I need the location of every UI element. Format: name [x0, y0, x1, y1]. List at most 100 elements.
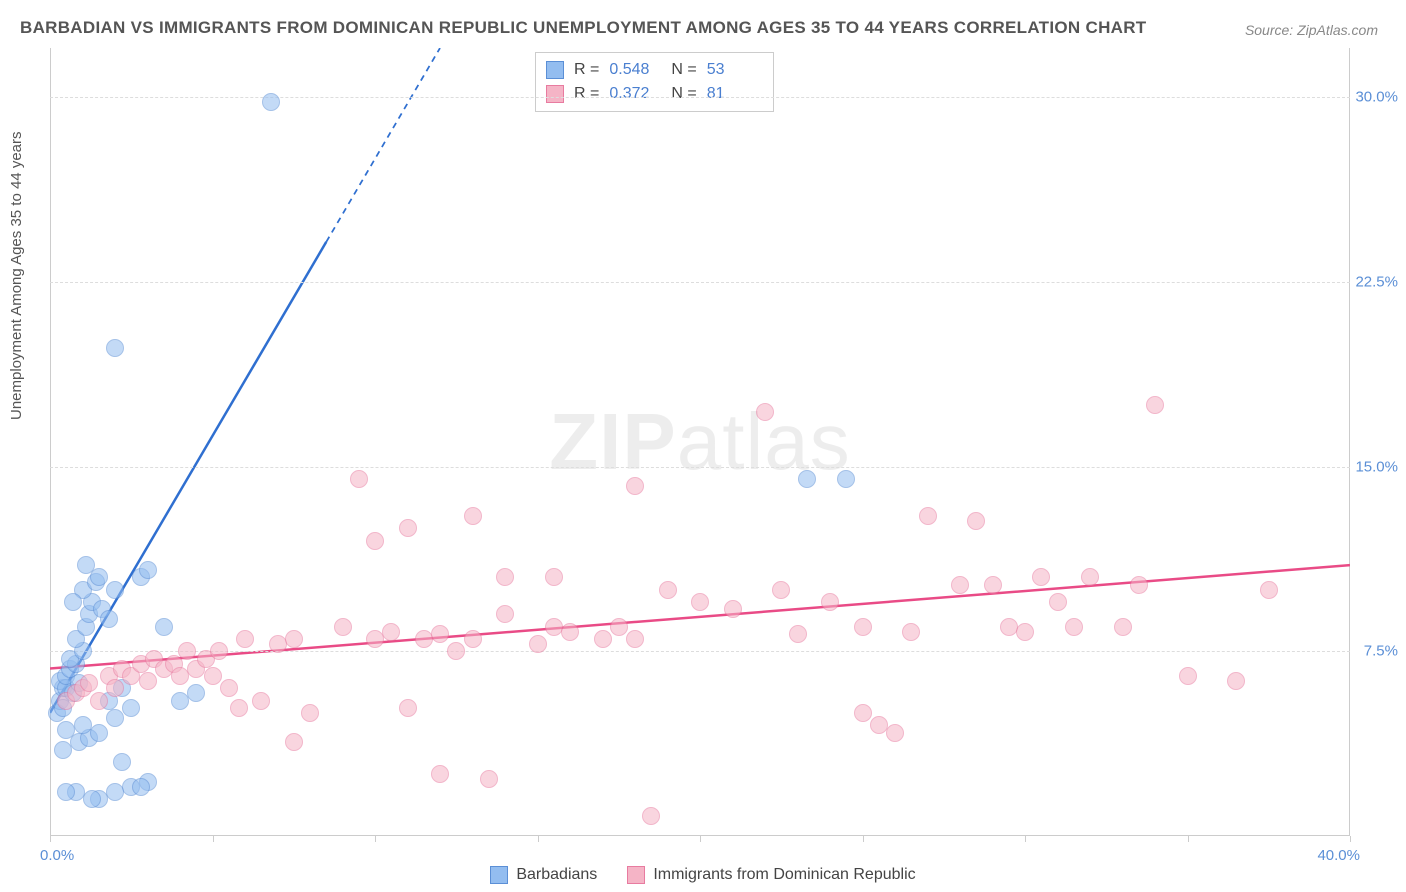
data-point: [431, 765, 449, 783]
data-point: [1000, 618, 1018, 636]
data-point: [464, 630, 482, 648]
data-point: [236, 630, 254, 648]
y-tick-label: 22.5%: [1338, 273, 1398, 290]
data-point: [187, 684, 205, 702]
data-point: [1146, 396, 1164, 414]
data-point: [230, 699, 248, 717]
data-point: [561, 623, 579, 641]
x-tick-mark: [50, 836, 51, 842]
stats-row-series1: R =0.548 N =53: [546, 58, 759, 82]
data-point: [113, 753, 131, 771]
data-point: [210, 642, 228, 660]
data-point: [789, 625, 807, 643]
data-point: [798, 470, 816, 488]
data-point: [139, 561, 157, 579]
data-point: [106, 783, 124, 801]
data-point: [951, 576, 969, 594]
data-point: [54, 741, 72, 759]
data-point: [626, 630, 644, 648]
data-point: [1227, 672, 1245, 690]
data-point: [132, 778, 150, 796]
data-point: [90, 724, 108, 742]
x-tick-max: 40.0%: [1317, 847, 1360, 864]
data-point: [178, 642, 196, 660]
data-point: [447, 642, 465, 660]
data-point: [545, 618, 563, 636]
chart-title: BARBADIAN VS IMMIGRANTS FROM DOMINICAN R…: [20, 18, 1147, 38]
data-point: [886, 724, 904, 742]
data-point: [77, 556, 95, 574]
x-tick-mark: [863, 836, 864, 842]
data-point: [431, 625, 449, 643]
data-point: [902, 623, 920, 641]
data-point: [262, 93, 280, 111]
data-point: [106, 709, 124, 727]
x-tick-mark: [538, 836, 539, 842]
data-point: [64, 593, 82, 611]
data-point: [724, 600, 742, 618]
data-point: [772, 581, 790, 599]
data-point: [171, 692, 189, 710]
data-point: [984, 576, 1002, 594]
legend-item-series1: Barbadians: [490, 866, 597, 884]
stats-row-series2: R =0.372 N =81: [546, 82, 759, 106]
data-point: [821, 593, 839, 611]
x-tick-mark: [1025, 836, 1026, 842]
data-point: [496, 568, 514, 586]
data-point: [854, 618, 872, 636]
data-point: [382, 623, 400, 641]
data-point: [1114, 618, 1132, 636]
legend-label-series2: Immigrants from Dominican Republic: [653, 866, 915, 884]
data-point: [106, 679, 124, 697]
data-point: [464, 507, 482, 525]
y-tick-label: 15.0%: [1338, 458, 1398, 475]
swatch-series1: [546, 61, 564, 79]
data-point: [1016, 623, 1034, 641]
x-tick-min: 0.0%: [40, 847, 74, 864]
data-point: [480, 770, 498, 788]
data-point: [285, 733, 303, 751]
data-point: [1081, 568, 1099, 586]
data-point: [837, 470, 855, 488]
data-point: [659, 581, 677, 599]
data-point: [496, 605, 514, 623]
data-point: [545, 568, 563, 586]
data-point: [334, 618, 352, 636]
data-point: [594, 630, 612, 648]
data-point: [854, 704, 872, 722]
legend-item-series2: Immigrants from Dominican Republic: [627, 866, 915, 884]
data-point: [399, 699, 417, 717]
trend-lines-layer: [50, 48, 1350, 836]
data-point: [691, 593, 709, 611]
y-axis-label: Unemployment Among Ages 35 to 44 years: [8, 131, 25, 420]
gridline: [50, 651, 1350, 652]
data-point: [100, 610, 118, 628]
data-point: [1179, 667, 1197, 685]
data-point: [366, 630, 384, 648]
data-point: [366, 532, 384, 550]
bottom-legend: Barbadians Immigrants from Dominican Rep…: [0, 866, 1406, 884]
data-point: [285, 630, 303, 648]
data-point: [919, 507, 937, 525]
data-point: [80, 674, 98, 692]
right-axis-line: [1349, 48, 1350, 836]
x-tick-mark: [375, 836, 376, 842]
data-point: [610, 618, 628, 636]
data-point: [301, 704, 319, 722]
data-point: [967, 512, 985, 530]
data-point: [106, 581, 124, 599]
legend-swatch-series1: [490, 866, 508, 884]
x-tick-mark: [1188, 836, 1189, 842]
y-tick-label: 30.0%: [1338, 89, 1398, 106]
source-attribution: Source: ZipAtlas.com: [1245, 22, 1378, 38]
data-point: [626, 477, 644, 495]
scatter-plot-area: ZIPatlas R =0.548 N =53 R =0.372 N =81 0…: [50, 48, 1350, 836]
data-point: [122, 699, 140, 717]
data-point: [1065, 618, 1083, 636]
y-tick-label: 7.5%: [1338, 643, 1398, 660]
data-point: [642, 807, 660, 825]
data-point: [139, 672, 157, 690]
data-point: [1049, 593, 1067, 611]
data-point: [1130, 576, 1148, 594]
swatch-series2: [546, 85, 564, 103]
